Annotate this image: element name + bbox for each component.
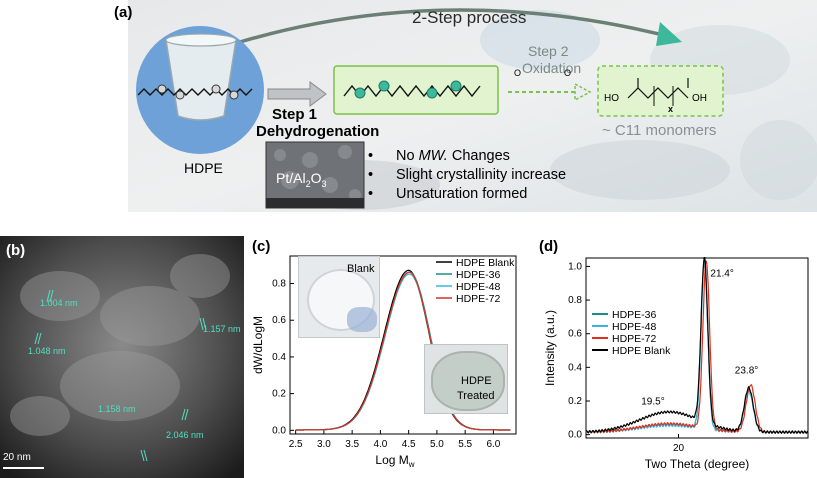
panel-c-label: (c) <box>252 238 271 255</box>
monomer-label: ~ C11 monomers <box>602 122 717 139</box>
treated-inset-label-2: Treated <box>457 390 495 402</box>
molecule-ho: HO <box>604 93 619 104</box>
peak-label: 19.5° <box>641 396 664 407</box>
bullet-suffix: Changes <box>447 148 510 164</box>
blank-inset: Blank <box>298 256 380 338</box>
y-tick-label: 1.0 <box>568 261 582 272</box>
bullet-text-unsaturation: Unsaturation formed <box>396 186 528 202</box>
dehydrogenation-label: Dehydrogenation <box>256 123 380 140</box>
bullet-dot: • <box>368 186 374 202</box>
blank-inset-label: Blank <box>347 263 375 275</box>
y-tick-label: 0.6 <box>568 329 582 340</box>
bullet-dot: • <box>368 148 374 164</box>
y-tick-label: 0.8 <box>272 279 286 290</box>
legend-label: HDPE-72 <box>456 293 501 305</box>
step2-label: Step 2 <box>528 43 569 59</box>
legend-label: HDPE-36 <box>456 269 501 281</box>
x-tick-label: 5.5 <box>458 439 472 450</box>
bullet-dot: • <box>368 167 374 183</box>
treated-inset: HDPE Treated <box>424 344 508 414</box>
molecule-oh: OH <box>692 93 707 104</box>
catalyst-label: Pt/Al2O3 <box>276 170 327 189</box>
catalyst-text: Pt/Al <box>276 170 306 186</box>
process-label: 2-Step process <box>412 8 527 27</box>
x-tick-label: 6.0 <box>486 439 500 450</box>
legend-label: HDPE Blank <box>612 345 671 357</box>
measurement-5: 2.046 nm <box>166 430 204 440</box>
measurement-1: 1.004 nm <box>40 298 78 308</box>
dehydro-chain-box <box>333 65 499 115</box>
molecule-o1: O <box>514 68 522 78</box>
y-tick-label: 0.4 <box>568 362 582 373</box>
panel-b: (b) 1.004 nm 1.048 nm 1.157 nm 1.158 nm … <box>0 236 244 478</box>
measurement-4: 1.158 nm <box>98 404 136 414</box>
x-tick-label: 3.5 <box>345 439 359 450</box>
y-tick-label: 0.2 <box>568 396 582 407</box>
y-tick-label: 0.2 <box>272 389 286 400</box>
catalyst-mid: O <box>310 170 322 186</box>
x-axis-label: Two Theta (degree) <box>645 457 750 471</box>
xrd-chart: 20 0.0 0.2 0.4 0.6 0.8 1.0 Two Theta (degree) In… <box>543 257 809 471</box>
bullet-prefix: No <box>396 148 419 164</box>
peak-label: 23.8° <box>735 366 758 377</box>
cup-icon <box>165 39 237 121</box>
bullet-text-crystallinity: Slight crystallinity increase <box>396 167 567 183</box>
legend-label: HDPE-48 <box>456 281 501 293</box>
scale-bar-label: 20 nm <box>3 452 31 463</box>
legend-label: HDPE-36 <box>612 309 657 321</box>
tem-image <box>0 236 244 478</box>
x-tick-label: 4.5 <box>402 439 416 450</box>
treated-inset-label-1: HDPE <box>461 375 492 387</box>
measurement-3: 1.157 nm <box>203 324 241 334</box>
molecule-o2: O <box>564 68 572 78</box>
catalyst-sub2: 3 <box>321 178 327 189</box>
panel-a-background <box>128 0 817 212</box>
y-tick-label: 0.6 <box>272 315 286 326</box>
y-tick-label: 0.8 <box>568 295 582 306</box>
molecule-x: x <box>668 104 674 114</box>
legend-label: HDPE-72 <box>612 333 657 345</box>
legend-label: HDPE-48 <box>612 321 657 333</box>
step1-label: Step 1 <box>272 106 318 123</box>
panel-a-label: (a) <box>114 4 133 21</box>
hdpe-label: HDPE <box>184 160 223 176</box>
panel-d-label: (d) <box>539 238 559 255</box>
y-axis-label: Intensity (a.u.) <box>543 310 557 386</box>
oxidation-label: Oxidation <box>522 60 582 76</box>
panel-a: (a) 2-Step process Step 2 Oxidation Step… <box>114 0 817 212</box>
bullet-text-mw: No MW. Changes <box>396 148 510 164</box>
x-axis-label: Log Mw <box>375 453 414 469</box>
peak-label: 21.4° <box>710 268 733 279</box>
x-tick-label: 4.0 <box>373 439 387 450</box>
x-tick-label: 5.0 <box>430 439 444 450</box>
legend-label: HDPE Blank <box>456 257 515 269</box>
y-axis-label: dW/dLogM <box>251 316 265 374</box>
series-line <box>585 257 809 434</box>
plot-frame <box>585 257 809 439</box>
bullet-italic: MW. <box>418 148 448 164</box>
x-tick-label: 20 <box>673 443 685 454</box>
x-tick-label: 3.0 <box>317 439 331 450</box>
x-axis-label-sub: w <box>408 460 415 469</box>
measurement-2: 1.048 nm <box>28 346 66 356</box>
catalyst-sub1: 2 <box>305 178 311 189</box>
y-tick-label: 0.4 <box>272 352 286 363</box>
y-tick-label: 0.0 <box>272 425 286 436</box>
x-tick-label: 2.5 <box>289 439 303 450</box>
treated-jar <box>431 351 505 411</box>
series-line <box>295 271 511 431</box>
y-tick-label: 0.0 <box>568 430 582 441</box>
panel-b-label: (b) <box>6 242 26 259</box>
blank-glove <box>347 307 377 332</box>
plot-frame <box>289 255 517 435</box>
gpc-chart: 2.5 3.0 3.5 4.0 4.5 5.0 5.5 6.0 0.0 0.2 0.4 0.6 0.8 L… <box>251 255 517 469</box>
